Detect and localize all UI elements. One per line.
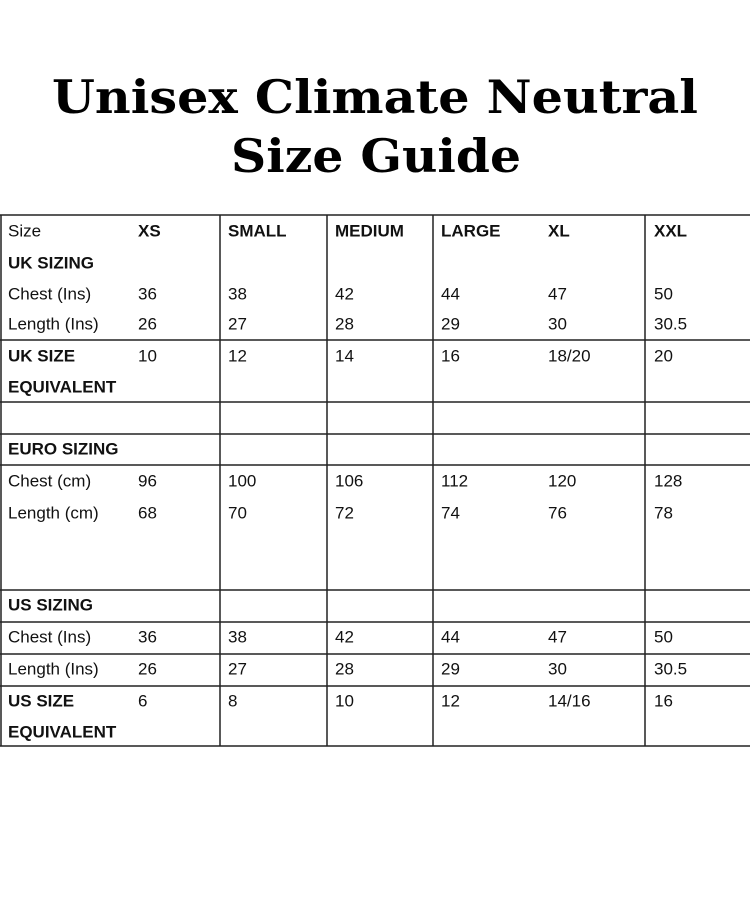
row-label: US SIZE (8, 691, 74, 710)
cell-value: 68 (138, 503, 157, 522)
row-label: Chest (Ins) (8, 284, 91, 303)
cell-value: 6 (138, 691, 147, 710)
cell-value: 100 (228, 471, 256, 490)
cell-value: 10 (138, 346, 157, 365)
cell-value: 78 (654, 503, 673, 522)
cell-value: 20 (654, 346, 673, 365)
cell-value: 44 (441, 627, 460, 646)
cell-value: 42 (335, 627, 354, 646)
cell-value: 38 (228, 284, 247, 303)
cell-value: 18/20 (548, 346, 591, 365)
row-label: Length (Ins) (8, 659, 99, 678)
cell-value: 26 (138, 659, 157, 678)
cell-value: 47 (548, 284, 567, 303)
cell-value: 28 (335, 314, 354, 333)
cell-value: 47 (548, 627, 567, 646)
cell-value: 27 (228, 314, 247, 333)
cell-value: 76 (548, 503, 567, 522)
cell-value: 29 (441, 659, 460, 678)
cell-value: 50 (654, 284, 673, 303)
row-label: Chest (Ins) (8, 627, 91, 646)
cell-value: 28 (335, 659, 354, 678)
size-header: SMALL (228, 221, 287, 240)
size-header: LARGE (441, 221, 501, 240)
cell-value: 29 (441, 314, 460, 333)
cell-value: 106 (335, 471, 363, 490)
size-header: XXL (654, 221, 687, 240)
cell-value: 96 (138, 471, 157, 490)
title-line: Unisex Climate Neutral (52, 70, 698, 124)
cell-value: 30.5 (654, 659, 687, 678)
cell-value: 12 (228, 346, 247, 365)
row-label: Length (Ins) (8, 314, 99, 333)
cell-value: 14 (335, 346, 354, 365)
size-header: XS (138, 221, 161, 240)
cell-value: 42 (335, 284, 354, 303)
cell-value: 120 (548, 471, 576, 490)
row-label: UK SIZE (8, 346, 75, 365)
row-label: EQUIVALENT (8, 722, 117, 741)
row-label: Chest (cm) (8, 471, 91, 490)
row-label: US SIZING (8, 595, 93, 614)
row-label: Length (cm) (8, 503, 99, 522)
cell-value: 112 (441, 471, 468, 490)
cell-value: 128 (654, 471, 682, 490)
cell-value: 72 (335, 503, 354, 522)
cell-value: 74 (441, 503, 460, 522)
cell-value: 16 (441, 346, 460, 365)
row-label: EURO SIZING (8, 439, 119, 458)
table-grid (0, 214, 750, 747)
cell-value: 44 (441, 284, 460, 303)
cell-value: 30 (548, 314, 567, 333)
cell-value: 12 (441, 691, 460, 710)
cell-value: 10 (335, 691, 354, 710)
cell-value: 26 (138, 314, 157, 333)
cell-value: 36 (138, 627, 157, 646)
header-label: Size (8, 221, 41, 240)
cell-value: 38 (228, 627, 247, 646)
size-header: MEDIUM (335, 221, 404, 240)
row-label: UK SIZING (8, 253, 94, 272)
cell-value: 70 (228, 503, 247, 522)
size-header: XL (548, 221, 570, 240)
cell-value: 30 (548, 659, 567, 678)
cell-value: 36 (138, 284, 157, 303)
cell-value: 50 (654, 627, 673, 646)
cell-value: 16 (654, 691, 673, 710)
title-line: Size Guide (231, 129, 521, 183)
cell-value: 14/16 (548, 691, 591, 710)
cell-value: 27 (228, 659, 247, 678)
cell-value: 8 (228, 691, 237, 710)
row-label: EQUIVALENT (8, 377, 117, 396)
cell-value: 30.5 (654, 314, 687, 333)
